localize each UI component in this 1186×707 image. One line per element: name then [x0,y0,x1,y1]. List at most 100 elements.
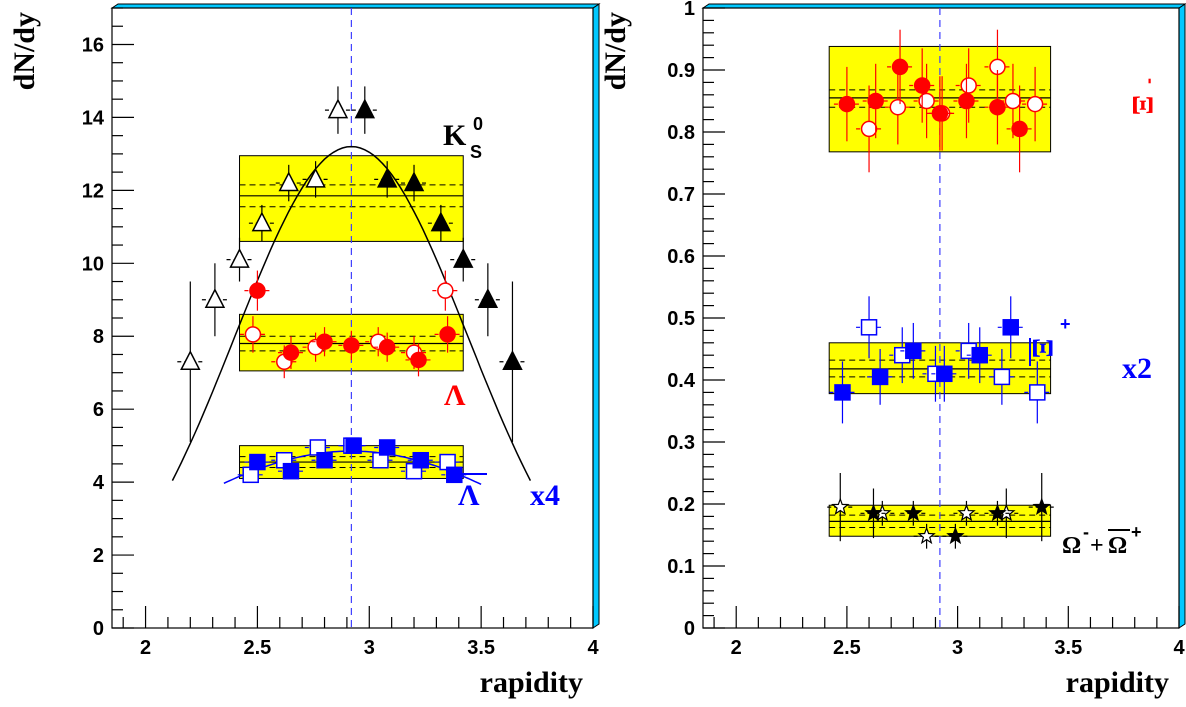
data-point-measured [282,462,300,480]
data-point-reflected [244,326,262,343]
systematic-band-Omega- + Omega-bar+ [828,504,1052,537]
data-point-measured [354,98,376,119]
label-plus: + [1090,533,1104,559]
data-point-measured [403,171,425,192]
data-point-measured [931,105,949,122]
series-K0S [177,86,526,442]
y-tick-label: 10 [82,253,104,275]
series-Omega- + Omega-bar+ [827,473,1055,549]
y-tick-label: 0.5 [667,308,695,330]
x-tick-label: 3 [952,637,963,659]
data-point-measured [936,365,953,383]
label-superscript: - [1141,78,1161,84]
data-point-measured [988,503,1007,522]
data-point-reflected [957,503,976,522]
fit-curve-K0S [171,145,532,481]
y-axis-title: dN/dy [8,12,41,90]
x-tick-label: 4 [587,637,599,659]
series-label-Omega-bar: Ω [1108,533,1127,559]
data-point-measured [249,282,266,299]
x-tick-label: 2.5 [833,637,861,659]
data-point-measured [378,439,396,456]
data-point-reflected [860,319,878,336]
series-Lambda [239,270,461,379]
x-axis-title: rapidity [1066,666,1169,699]
y-tick-label: 14 [82,107,105,129]
data-point-reflected [437,282,454,299]
label-superscript: - [1083,522,1089,542]
y-tick-label: 1 [684,0,695,20]
series-label-Xi-bar-plus: Ξ [1026,338,1059,358]
y-tick-label: 8 [93,326,104,348]
data-point-measured [439,326,456,343]
data-point-reflected [918,92,935,110]
x-tick-label: 2.5 [244,637,272,659]
data-point-measured [410,351,427,369]
axes: 2 2.5 3 3.5 4 0 0.1 0.2 0.3 0.4 0.5 0.6 0.7 0.8 0.9 1 [667,0,1185,659]
y-tick-label: 0.9 [667,60,695,82]
x-tick-label: 3 [364,637,375,659]
data-point-measured [430,211,452,232]
data-point-measured [316,451,333,469]
y-tick-label: 4 [93,472,105,494]
label-superscript: 0 [473,114,483,134]
series-multiplier-Lambda-bar: x4 [530,479,560,512]
x-tick-label: 3.5 [1054,637,1082,659]
data-point-measured [1032,497,1051,515]
data-point-measured [282,344,300,361]
data-point-reflected [204,288,226,309]
label-superscript: + [1131,522,1142,542]
data-point-measured [891,58,909,76]
data-point-measured [946,526,965,545]
data-point-measured [913,77,931,94]
data-point-measured [316,333,333,350]
y-tick-label: 0.1 [667,556,695,578]
data-point-measured [1011,120,1028,138]
data-point-measured [1002,319,1019,336]
data-point-reflected [993,368,1011,386]
data-point-measured [871,368,889,386]
data-point-measured [867,92,884,110]
y-tick-label: 0.2 [667,494,695,516]
series-multiplier-Xi-bar: x2 [1122,352,1152,385]
panel-2: 2 2.5 3 3.5 4 0 0.1 0.2 0.3 0.4 0.5 0.6 0.7 0.8 0.9 1 ra… [599,0,1186,699]
data-point-reflected [860,120,878,138]
data-point-measured [378,338,396,356]
data-point-measured [904,503,923,522]
series-Lambda-bar x4 [237,437,468,484]
y-tick-label: 6 [93,399,104,421]
series-label-K0S: K [443,119,467,152]
y-tick-label: 0 [684,618,695,640]
data-point-measured [249,453,266,471]
y-tick-label: 2 [93,545,104,567]
axes: 2 2.5 3 3.5 4 0 2 4 6 8 10 12 14 16 [82,7,599,659]
frame-side [592,3,600,629]
x-tick-label: 2 [140,637,151,659]
data-point-reflected [327,98,349,119]
y-tick-label: 0 [93,618,104,640]
y-tick-label: 12 [82,180,104,202]
data-point-measured [343,337,360,354]
y-tick-label: 0.4 [667,370,696,392]
data-point-reflected [229,248,250,268]
y-tick-label: 16 [82,34,104,56]
data-point-reflected [305,167,326,188]
data-point-reflected [889,98,907,116]
series-Xi-bar+ x2 [829,296,1051,424]
panel-1: 2 2.5 3 3.5 4 0 2 4 6 8 10 12 14 16 rapidity dN/dy [8,3,601,699]
data-point-measured [958,92,975,110]
data-point-measured [502,350,523,371]
data-point-reflected [960,77,977,94]
series-label-Omega: Ω [1062,533,1081,559]
y-tick-label: 0.7 [667,184,695,206]
series-label-Lambda: Λ [444,379,466,412]
data-point-reflected [831,497,850,515]
data-point-measured [989,98,1006,116]
data-point-measured [345,437,362,454]
label-subscript: S [470,142,482,162]
series-label-Lambda-bar: Λ [458,479,480,512]
data-point-measured [864,503,883,522]
data-point-measured [971,346,988,364]
